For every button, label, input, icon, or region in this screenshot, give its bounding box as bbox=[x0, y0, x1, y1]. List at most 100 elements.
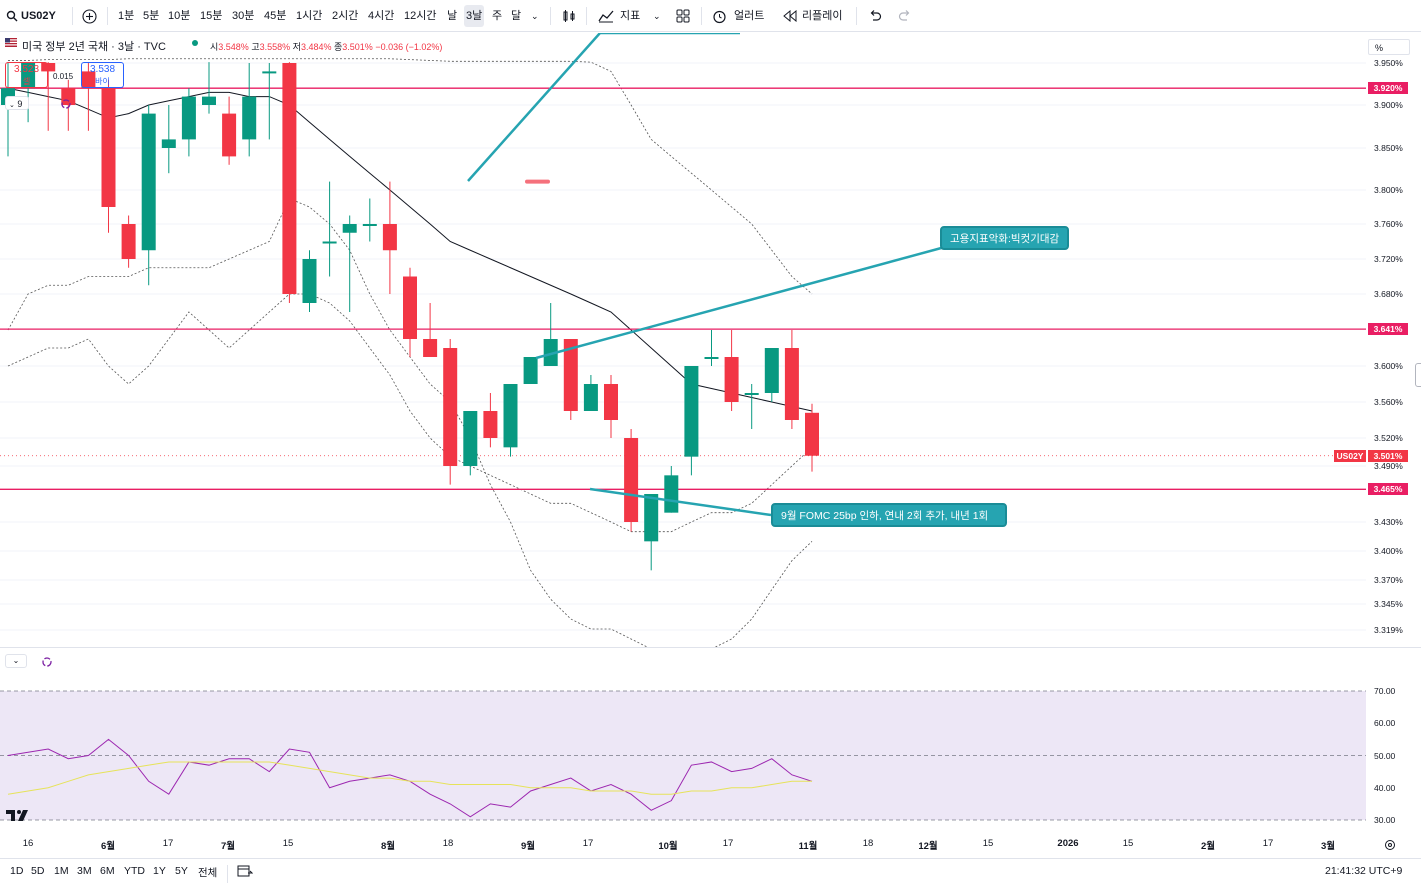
interval-7[interactable]: 2시간 bbox=[332, 10, 359, 22]
candle[interactable] bbox=[744, 384, 759, 429]
candle[interactable] bbox=[282, 62, 297, 303]
candle[interactable] bbox=[382, 181, 397, 294]
sync-icon[interactable] bbox=[60, 97, 72, 115]
annotation-pointer-fomc[interactable] bbox=[589, 487, 772, 517]
buy-button[interactable]: 3.538 바이 bbox=[81, 62, 124, 88]
candle[interactable] bbox=[563, 339, 578, 420]
candle[interactable] bbox=[181, 88, 196, 157]
alert-icon[interactable] bbox=[712, 0, 727, 32]
interval-6[interactable]: 1시간 bbox=[296, 10, 323, 22]
candle[interactable] bbox=[724, 330, 739, 411]
candle[interactable] bbox=[362, 198, 377, 242]
indicators-icon[interactable] bbox=[598, 0, 614, 32]
interval-10[interactable]: 날 bbox=[447, 10, 458, 22]
candle[interactable] bbox=[604, 375, 618, 438]
range-button-1y[interactable]: 1Y bbox=[153, 865, 166, 877]
candle[interactable] bbox=[483, 393, 498, 448]
interval-13[interactable]: 달 bbox=[511, 10, 522, 22]
layout-grid-icon[interactable] bbox=[676, 0, 690, 32]
candle[interactable] bbox=[21, 62, 36, 123]
range-button-6m[interactable]: 6M bbox=[100, 865, 115, 877]
price-axis[interactable]: % 3.950% 3.900% 3.850% 3.800% 3.760% 3.720% 3.… bbox=[1334, 33, 1421, 647]
candle[interactable] bbox=[784, 330, 799, 429]
replay-button[interactable]: 리플레이 bbox=[802, 10, 843, 22]
candle[interactable] bbox=[262, 63, 277, 140]
candle[interactable] bbox=[664, 466, 679, 513]
interval-3[interactable]: 15분 bbox=[200, 10, 223, 22]
interval-5[interactable]: 45분 bbox=[264, 10, 287, 22]
candle[interactable] bbox=[764, 348, 779, 402]
current-price-tag[interactable]: 3.501% bbox=[1368, 449, 1408, 462]
annotation-pointer-jobs[interactable] bbox=[535, 245, 946, 360]
trend-line-top[interactable] bbox=[467, 33, 740, 182]
level-price-tag[interactable]: 3.641% bbox=[1368, 323, 1408, 336]
range-button-5y[interactable]: 5Y bbox=[175, 865, 188, 877]
candle[interactable] bbox=[81, 62, 96, 131]
interval-11[interactable]: 3날 bbox=[464, 5, 485, 27]
indicators-collapse[interactable]: ⌄ 9 bbox=[5, 96, 29, 110]
rsi-axis[interactable]: 70.00 60.00 50.00 40.00 30.00 bbox=[1366, 675, 1421, 830]
candle[interactable] bbox=[583, 375, 598, 411]
chevron-down-icon[interactable]: ⌄ bbox=[531, 11, 539, 21]
indicators-button[interactable]: 지표 bbox=[620, 10, 641, 22]
candle[interactable] bbox=[41, 62, 56, 131]
scroll-handle[interactable] bbox=[1415, 363, 1421, 387]
interval-4[interactable]: 30분 bbox=[232, 10, 255, 22]
annotation-callout-fomc[interactable]: 9월 FOMC 25bp 인하, 연내 2회 추가, 내년 1회 bbox=[771, 503, 1007, 527]
range-button-1m[interactable]: 1M bbox=[54, 865, 69, 877]
price-chart-canvas[interactable] bbox=[0, 33, 1366, 647]
pane-divider[interactable] bbox=[0, 647, 1421, 648]
alert-button[interactable]: 얼러트 bbox=[734, 10, 765, 22]
candle[interactable] bbox=[302, 250, 317, 312]
level-price-tag[interactable]: 3.465% bbox=[1368, 483, 1408, 496]
rsi-pane[interactable] bbox=[0, 675, 1366, 830]
interval-12[interactable]: 주 bbox=[492, 10, 503, 22]
range-button-5d[interactable]: 5D bbox=[31, 865, 45, 877]
range-button-ytd[interactable]: YTD bbox=[124, 865, 145, 877]
search-icon[interactable] bbox=[6, 0, 18, 32]
level-price-tag[interactable]: 3.920% bbox=[1368, 82, 1408, 95]
settings-gear-icon[interactable] bbox=[1384, 838, 1396, 856]
candle[interactable] bbox=[805, 403, 819, 472]
time-axis[interactable]: 16 6월 17 7월 15 8월 18 9월 17 10월 17 11월 18 12월 15 2026 15 2… bbox=[0, 832, 1366, 856]
candle[interactable] bbox=[704, 330, 719, 366]
add-symbol-icon[interactable] bbox=[82, 0, 97, 32]
candle[interactable] bbox=[161, 105, 176, 174]
candle[interactable] bbox=[463, 411, 478, 476]
candle[interactable] bbox=[523, 357, 538, 384]
range-button-3m[interactable]: 3M bbox=[77, 865, 92, 877]
interval-1[interactable]: 5분 bbox=[143, 10, 160, 22]
candle-style-icon[interactable] bbox=[562, 0, 576, 32]
candle[interactable] bbox=[101, 79, 116, 233]
candle[interactable] bbox=[543, 303, 558, 366]
interval-2[interactable]: 10분 bbox=[168, 10, 191, 22]
candle[interactable] bbox=[443, 339, 458, 485]
candle[interactable] bbox=[342, 215, 357, 313]
chevron-down-icon[interactable]: ⌄ bbox=[653, 11, 661, 21]
replay-icon[interactable] bbox=[783, 0, 797, 32]
candle[interactable] bbox=[423, 303, 438, 357]
candle[interactable] bbox=[503, 384, 518, 457]
candle[interactable] bbox=[644, 494, 659, 571]
sync-icon[interactable] bbox=[41, 655, 53, 673]
candle[interactable] bbox=[403, 267, 417, 357]
candle[interactable] bbox=[322, 181, 337, 277]
interval-0[interactable]: 1분 bbox=[118, 10, 135, 22]
tradingview-logo[interactable] bbox=[6, 808, 32, 827]
sell-button[interactable]: 3.523 셀 bbox=[5, 62, 48, 88]
candle[interactable] bbox=[624, 429, 639, 532]
undo-icon[interactable] bbox=[868, 0, 882, 32]
chevron-down-icon[interactable]: ⌄ bbox=[5, 654, 27, 668]
legend-title[interactable]: 미국 정부 2년 국채 · 3날 · TVC bbox=[22, 41, 166, 53]
annotation-callout-jobs[interactable]: 고용지표악화:빅컷기대감 bbox=[940, 226, 1070, 250]
interval-9[interactable]: 12시간 bbox=[404, 10, 437, 22]
redo-icon[interactable] bbox=[898, 0, 912, 32]
range-button-1d[interactable]: 1D bbox=[10, 865, 24, 877]
candle[interactable] bbox=[684, 366, 699, 476]
candle[interactable] bbox=[222, 96, 237, 165]
symbol-price-tag[interactable]: US02Y bbox=[1334, 449, 1366, 462]
interval-8[interactable]: 4시간 bbox=[368, 10, 395, 22]
percent-scale-button[interactable]: % bbox=[1368, 39, 1410, 55]
date-range-icon[interactable] bbox=[237, 863, 254, 882]
candle[interactable] bbox=[242, 63, 257, 157]
